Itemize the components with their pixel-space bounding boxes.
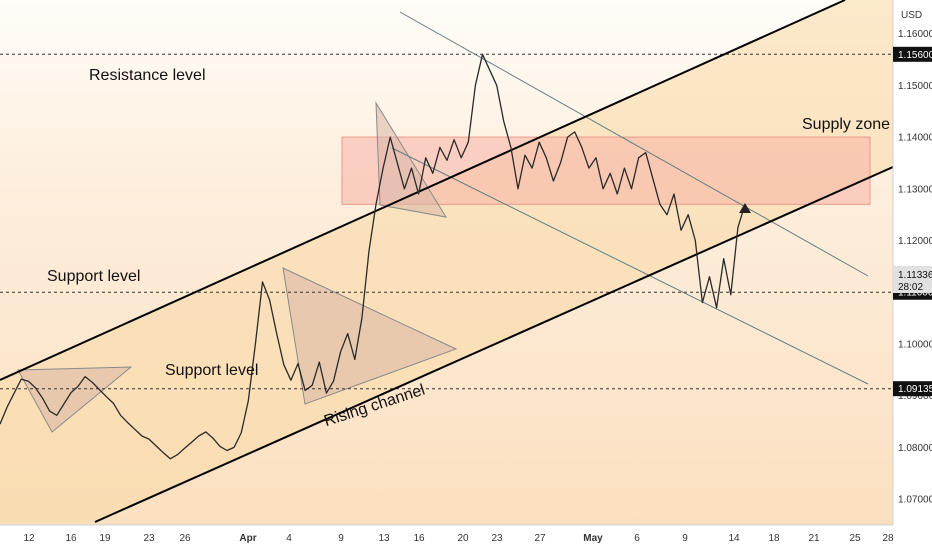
price-tag-resistance: 1.15600 — [898, 50, 932, 61]
price-tag-support-upper: 1.11000 — [898, 288, 932, 299]
price-tag-support-lower-bg — [893, 381, 932, 397]
x-tick-label: 28 — [882, 533, 894, 544]
y-tick-label: 1.08000 — [898, 443, 932, 454]
resistance-label: Resistance level — [89, 67, 206, 84]
descending-line-lower — [391, 147, 869, 385]
y-tick-label: 1.09000 — [898, 391, 932, 402]
x-tick-label: 27 — [534, 533, 546, 544]
x-tick-label: 9 — [682, 533, 688, 544]
y-tick-label: 1.12000 — [898, 236, 932, 247]
x-tick-label: 6 — [634, 533, 640, 544]
level-lines — [0, 53, 893, 390]
x-tick-label: 23 — [143, 533, 155, 544]
triangle-pattern-3 — [375, 101, 448, 218]
projection-path — [739, 203, 751, 213]
x-tick-label: 20 — [457, 533, 469, 544]
channel-lower-line — [94, 166, 894, 523]
descending-line-upper — [399, 11, 869, 277]
x-tick-label: 18 — [768, 533, 780, 544]
projection-arrow-head — [739, 203, 751, 213]
x-tick-label: 21 — [808, 533, 820, 544]
price-tag-resistance-bg — [893, 46, 932, 62]
y-tick-label: 1.15000 — [898, 81, 932, 92]
y-tick-label: 1.10000 — [898, 339, 932, 350]
x-tick-label: 14 — [728, 533, 740, 544]
countdown: 28:02 — [898, 282, 923, 293]
y-tick-label: 1.16000 — [898, 29, 932, 40]
y-tick-label: 1.07000 — [898, 495, 932, 506]
channel-fill — [0, 0, 893, 522]
triangle-pattern-2 — [282, 267, 458, 405]
x-tick-label: 25 — [849, 533, 861, 544]
x-tick-label: Apr — [239, 533, 256, 544]
price-axis: 1.07000 1.08000 1.09000 1.10000 1.11000 1.120… — [892, 0, 932, 550]
x-tick-label: 9 — [338, 533, 344, 544]
price-line — [0, 53, 746, 460]
time-axis: 12 16 19 23 26 Apr 4 9 13 16 20 23 27 May 6 9 14 18 21 25 28 — [0, 524, 932, 550]
descending-lines — [391, 11, 869, 385]
y-tick-label: 1.14000 — [898, 133, 932, 144]
price-series — [0, 53, 746, 460]
support-label-lower: Support level — [165, 362, 259, 379]
x-tick-label: 12 — [23, 533, 35, 544]
x-tick-label: 23 — [491, 533, 503, 544]
time-axis-bg — [0, 525, 932, 550]
current-price-bg — [893, 266, 932, 293]
x-tick-label: 4 — [286, 533, 292, 544]
x-tick-label: 19 — [99, 533, 111, 544]
x-tick-label: May — [583, 533, 603, 544]
x-tick-label: 16 — [65, 533, 77, 544]
channel-upper-line — [0, 0, 846, 381]
y-tick-label: 1.13000 — [898, 184, 932, 195]
support-label-upper: Support level — [47, 268, 141, 285]
channel-lines — [0, 0, 894, 523]
x-tick-label: 26 — [179, 533, 191, 544]
triangle-pattern-1 — [17, 366, 133, 433]
x-tick-label: 16 — [413, 533, 425, 544]
supply-zone-label: Supply zone — [802, 116, 891, 133]
current-price: 1.11336 — [898, 270, 932, 281]
currency-label: USD — [901, 10, 923, 21]
x-tick-label: 13 — [378, 533, 390, 544]
price-tag-support-lower: 1.09135 — [898, 384, 932, 395]
chart-patterns — [17, 101, 458, 433]
